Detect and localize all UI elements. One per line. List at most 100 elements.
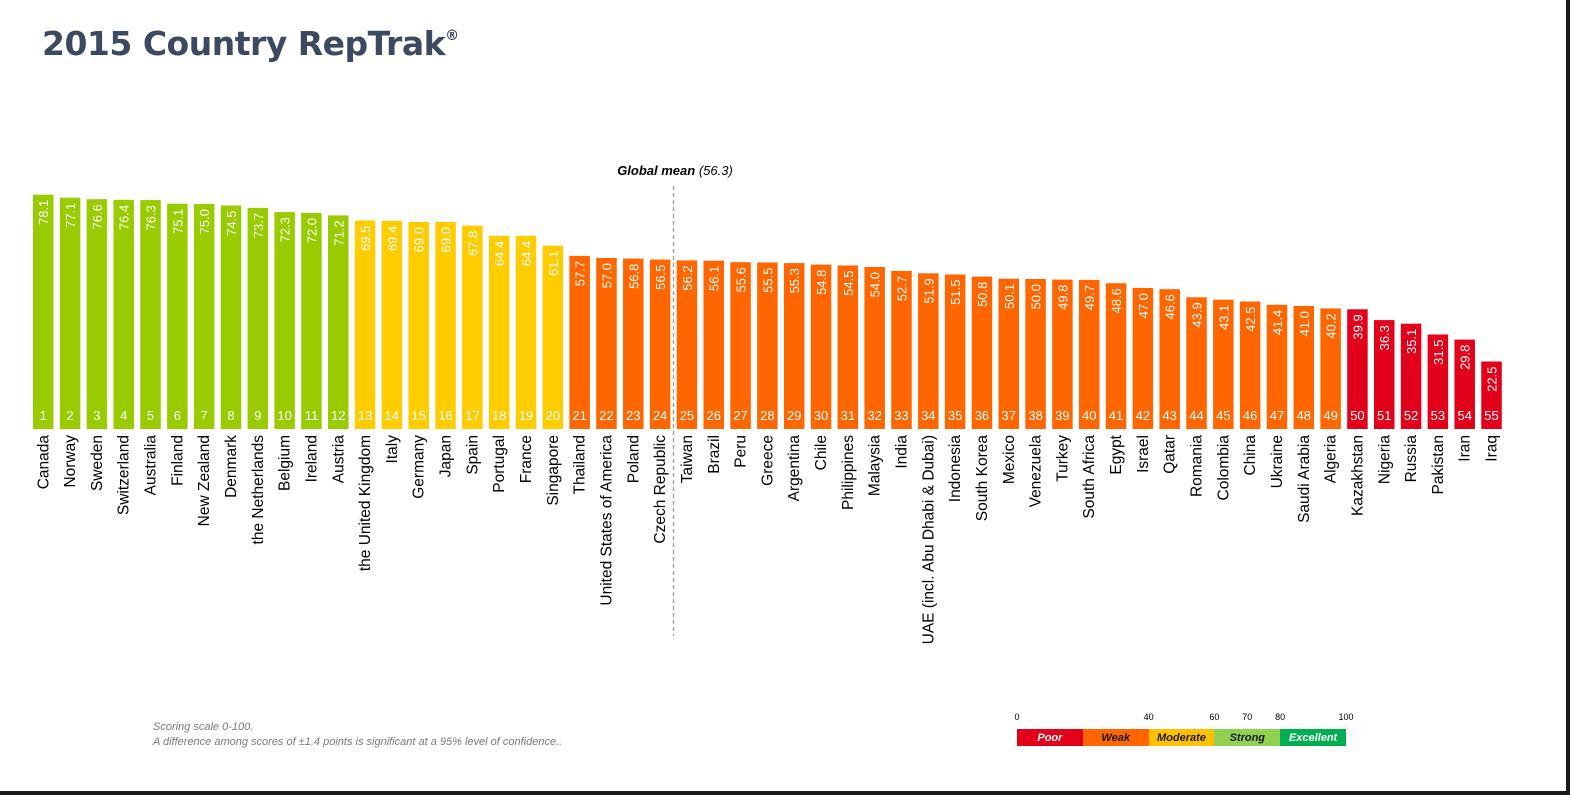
bar-17 [462,225,483,429]
category-label-35: Indonesia [947,435,964,503]
value-label-47: 41.4 [1270,310,1285,335]
value-label-45: 43.1 [1216,305,1231,330]
category-label-29: Argentina [786,435,803,502]
rank-label-17: 17 [465,408,479,423]
scale-band-strong: Strong [1214,729,1281,746]
value-label-19: 64.4 [519,241,534,266]
bar-24 [649,259,671,429]
bar-21 [569,255,590,429]
rank-label-36: 36 [975,408,989,423]
category-label-23: Poland [625,435,642,483]
bar-19 [515,235,537,429]
category-label-8: Denmark [223,435,240,498]
footnote-line-1: Scoring scale 0-100. [153,721,254,733]
bar-51 [1374,320,1395,429]
rank-label-39: 39 [1055,408,1069,423]
category-label-26: Brazil [706,435,723,474]
frame-border-right [1566,0,1570,795]
bar-26 [703,260,724,429]
value-label-22: 57.0 [599,263,614,288]
bar-52 [1400,323,1422,429]
footnote: Scoring scale 0-100. A difference among … [153,720,562,750]
rank-label-29: 29 [787,408,801,423]
category-label-3: Sweden [89,435,106,491]
category-label-34: UAE (incl. Abu Dhabi & Dubai) [920,435,937,644]
rank-label-26: 26 [707,408,721,423]
category-label-27: Peru [733,435,750,468]
bar-2 [59,197,81,429]
bar-45 [1213,299,1234,429]
bar-46 [1239,301,1261,429]
scale-band-excellent: Excellent [1280,729,1346,746]
value-label-39: 49.8 [1055,285,1070,310]
bar-14 [381,220,403,429]
category-label-22: United States of America [598,435,615,606]
bar-13 [354,220,376,429]
value-label-42: 47.0 [1136,293,1151,318]
bar-43 [1159,289,1180,429]
rank-label-9: 9 [254,408,261,423]
category-label-17: Spain [464,435,481,475]
rank-label-42: 42 [1136,408,1150,423]
value-label-16: 69.0 [439,227,454,252]
category-label-54: Iran [1457,435,1474,462]
category-label-30: Chile [813,435,830,470]
category-label-4: Switzerland [116,435,133,515]
category-label-33: India [893,435,910,469]
bar-40 [1078,279,1100,429]
value-label-53: 31.5 [1431,340,1446,365]
rank-label-3: 3 [93,408,100,423]
title-text: 2015 Country RepTrak [42,24,446,63]
scale-band-weak: Weak [1082,729,1149,746]
category-label-9: the Netherlands [250,435,267,545]
value-label-26: 56.1 [707,266,722,291]
value-label-28: 55.5 [760,268,775,293]
rank-label-1: 1 [40,408,47,423]
value-label-29: 55.3 [787,268,802,293]
rank-label-44: 44 [1189,408,1203,423]
category-label-15: Germany [411,435,428,499]
value-label-1: 78.1 [36,200,51,225]
category-label-48: Saudi Arabia [1296,435,1313,523]
value-label-44: 43.9 [1190,302,1205,327]
category-label-2: Norway [62,435,79,488]
category-label-24: Czech Republic [652,435,669,544]
bar-30 [810,264,832,429]
bar-22 [596,258,617,429]
rank-label-55: 55 [1484,408,1498,423]
category-label-38: Venezuela [1028,435,1045,508]
rank-label-47: 47 [1270,408,1284,423]
scale-tick-60: 60 [1209,712,1220,722]
global-mean-text: Global mean [617,163,696,178]
value-label-14: 69.4 [385,226,400,251]
category-label-18: Portugal [491,435,508,493]
rank-label-52: 52 [1404,408,1418,423]
bar-chart: 78.1 1 Canada 77.1 2 Norway 76.6 3 Sweden 76.4 4 Sw… [33,186,1502,644]
category-label-31: Philippines [840,435,857,510]
bar-41 [1105,283,1127,429]
value-label-7: 75.0 [197,209,212,234]
bar-27 [730,262,751,429]
bar-7 [193,204,215,429]
bar-28 [757,262,778,429]
value-label-38: 50.0 [1029,284,1044,309]
category-label-47: Ukraine [1269,435,1286,488]
category-label-20: Singapore [545,435,562,506]
category-label-39: Turkey [1054,435,1071,482]
bar-32 [864,267,885,429]
rank-label-31: 31 [841,408,855,423]
category-label-43: Qatar [1162,435,1179,474]
rank-label-30: 30 [814,408,828,423]
bar-49 [1320,308,1341,429]
rank-label-53: 53 [1431,408,1445,423]
scale-tick-100: 100 [1338,712,1354,722]
value-label-5: 76.3 [144,205,159,230]
value-label-46: 42.5 [1243,307,1258,332]
value-label-27: 55.6 [734,267,749,292]
rank-label-37: 37 [1002,408,1016,423]
category-label-28: Greece [759,435,776,486]
category-label-12: Austria [330,435,347,484]
value-label-55: 22.5 [1485,367,1500,392]
rank-label-51: 51 [1377,408,1391,423]
scale-tick-80: 80 [1275,712,1286,722]
